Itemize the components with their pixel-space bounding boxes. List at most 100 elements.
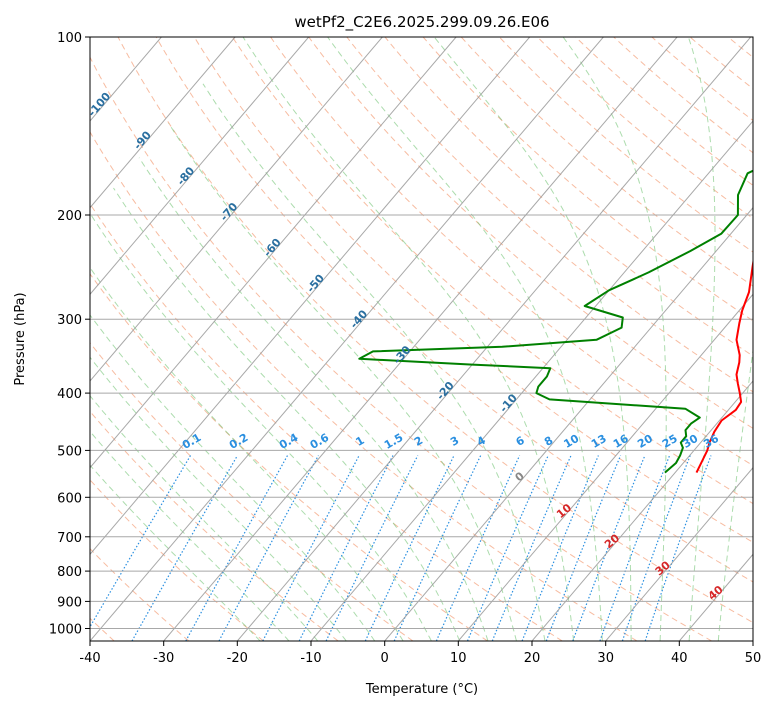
dry-adiabat (90, 410, 339, 641)
isotherm (752, 640, 753, 641)
isotherm (236, 37, 752, 641)
mixing-ratio-label: 0.6 (308, 431, 332, 452)
mixing-ratio-label: 3 (448, 434, 461, 449)
mixing-ratio-label: 10 (562, 432, 582, 451)
mixing-ratio-line (644, 455, 712, 641)
mixing-ratio-line (393, 455, 482, 641)
x-tick-label: 40 (671, 651, 688, 666)
dry-adiabat (766, 37, 775, 641)
isotherm (90, 37, 236, 209)
isotherm-label: -60 (261, 236, 284, 260)
mixing-ratio-label: 0.1 (180, 431, 203, 452)
y-tick-label: 600 (57, 491, 82, 506)
isotherm (384, 206, 753, 641)
isotherms (90, 37, 753, 641)
dry-adiabat (537, 37, 753, 220)
mixing-ratio-line (466, 455, 549, 641)
y-axis-label: Pressure (hPa) (13, 292, 28, 385)
dry-adiabat (727, 37, 753, 58)
dry-adiabat (155, 37, 753, 583)
x-axis-label: Temperature (°C) (365, 682, 478, 697)
moist-adiabat (202, 83, 546, 641)
sounding-profiles (358, 169, 753, 474)
mixing-ratio-label: 25 (660, 432, 680, 451)
dry-adiabat (90, 202, 563, 641)
isotherm (457, 293, 753, 641)
dry-adiabat (689, 37, 753, 90)
mixing-ratio-label: 1.5 (382, 431, 405, 452)
dewpoint-profile (358, 169, 753, 474)
x-tick-label: -10 (300, 651, 321, 666)
moist-adiabat (687, 37, 716, 641)
mixing-ratio-label: 0.2 (227, 431, 250, 452)
x-tick-label: 50 (745, 651, 762, 666)
moist-adiabat-label: 30 (653, 558, 673, 578)
isotherm (310, 120, 753, 641)
dry-adiabat (90, 342, 414, 641)
dry-adiabat (651, 37, 753, 122)
x-tick-label: -20 (227, 651, 248, 666)
isotherm (678, 553, 753, 641)
moist-adiabat (90, 430, 290, 641)
moist-adiabat (242, 37, 575, 641)
temperature-profile (695, 257, 753, 474)
moist-adiabat (90, 214, 432, 641)
mixing-ratio-label: 8 (542, 434, 555, 449)
x-tick-label: 0 (381, 651, 389, 666)
isotherm (605, 466, 753, 641)
dry-adiabat (498, 37, 753, 253)
isotherm-label: -40 (347, 307, 370, 331)
moist-adiabat (90, 395, 319, 641)
moist-adiabat (562, 37, 667, 641)
moist-adiabat (433, 37, 632, 641)
y-tick-label: 1000 (49, 623, 82, 638)
dry-adiabat (90, 272, 488, 641)
isotherm-label: -50 (304, 271, 327, 295)
y-tick-label: 100 (57, 31, 82, 46)
mixing-ratio-line (364, 455, 455, 641)
isotherm-label: -80 (174, 164, 197, 188)
dry-adiabat (308, 37, 753, 429)
isotherm (90, 37, 531, 556)
moist-adiabat (717, 345, 753, 641)
x-tick-label: 30 (597, 651, 614, 666)
mixing-ratio-line (325, 455, 419, 641)
isotherm-label: -10 (497, 391, 520, 415)
plot-area: 0.1 0.2 0.4 0.6 1 1.5 2 3 4 6 8 10 13 16 20 25 30 36-100-… (90, 37, 775, 641)
x-tick-label: -30 (153, 651, 174, 666)
mixing-ratio-line (599, 455, 671, 641)
y-tick-label: 300 (57, 313, 82, 328)
isobars (90, 37, 753, 629)
mixing-ratio-line (435, 455, 521, 641)
moist-adiabat (327, 37, 603, 641)
isotherm (531, 380, 753, 641)
y-tick-label: 800 (57, 565, 82, 580)
moist-adiabat-label: 10 (554, 501, 574, 521)
mixing-ratio-label: 2 (412, 434, 425, 449)
moist-adiabat-label: 20 (602, 531, 622, 551)
dry-adiabat (90, 548, 190, 641)
mixing-ratio-lines (90, 455, 712, 641)
x-tick-label: 20 (524, 651, 541, 666)
dry-adiabat (90, 56, 712, 641)
moist-adiabat (90, 356, 347, 641)
chart-title: wetPf2_C2E6.2025.299.09.26.E06 (294, 13, 549, 32)
isotherm (90, 37, 604, 641)
dry-adiabat (346, 37, 753, 393)
mixing-ratio-line (298, 455, 394, 641)
mixing-ratio-line (262, 455, 360, 641)
mixing-ratio-label: 20 (635, 432, 655, 451)
isotherm (163, 37, 678, 641)
y-tick-label: 500 (57, 444, 82, 459)
y-tick-label: 900 (57, 595, 82, 610)
isotherm-label: -90 (131, 128, 154, 152)
moist-adiabat (90, 266, 404, 641)
isotherm (90, 37, 457, 469)
dry-adiabat (90, 479, 264, 641)
moist-adiabat (113, 187, 461, 641)
plot-frame (89, 36, 754, 642)
dry-adiabat (460, 37, 753, 287)
dry-adiabat (193, 37, 753, 543)
isotherm-label: -70 (218, 200, 241, 224)
